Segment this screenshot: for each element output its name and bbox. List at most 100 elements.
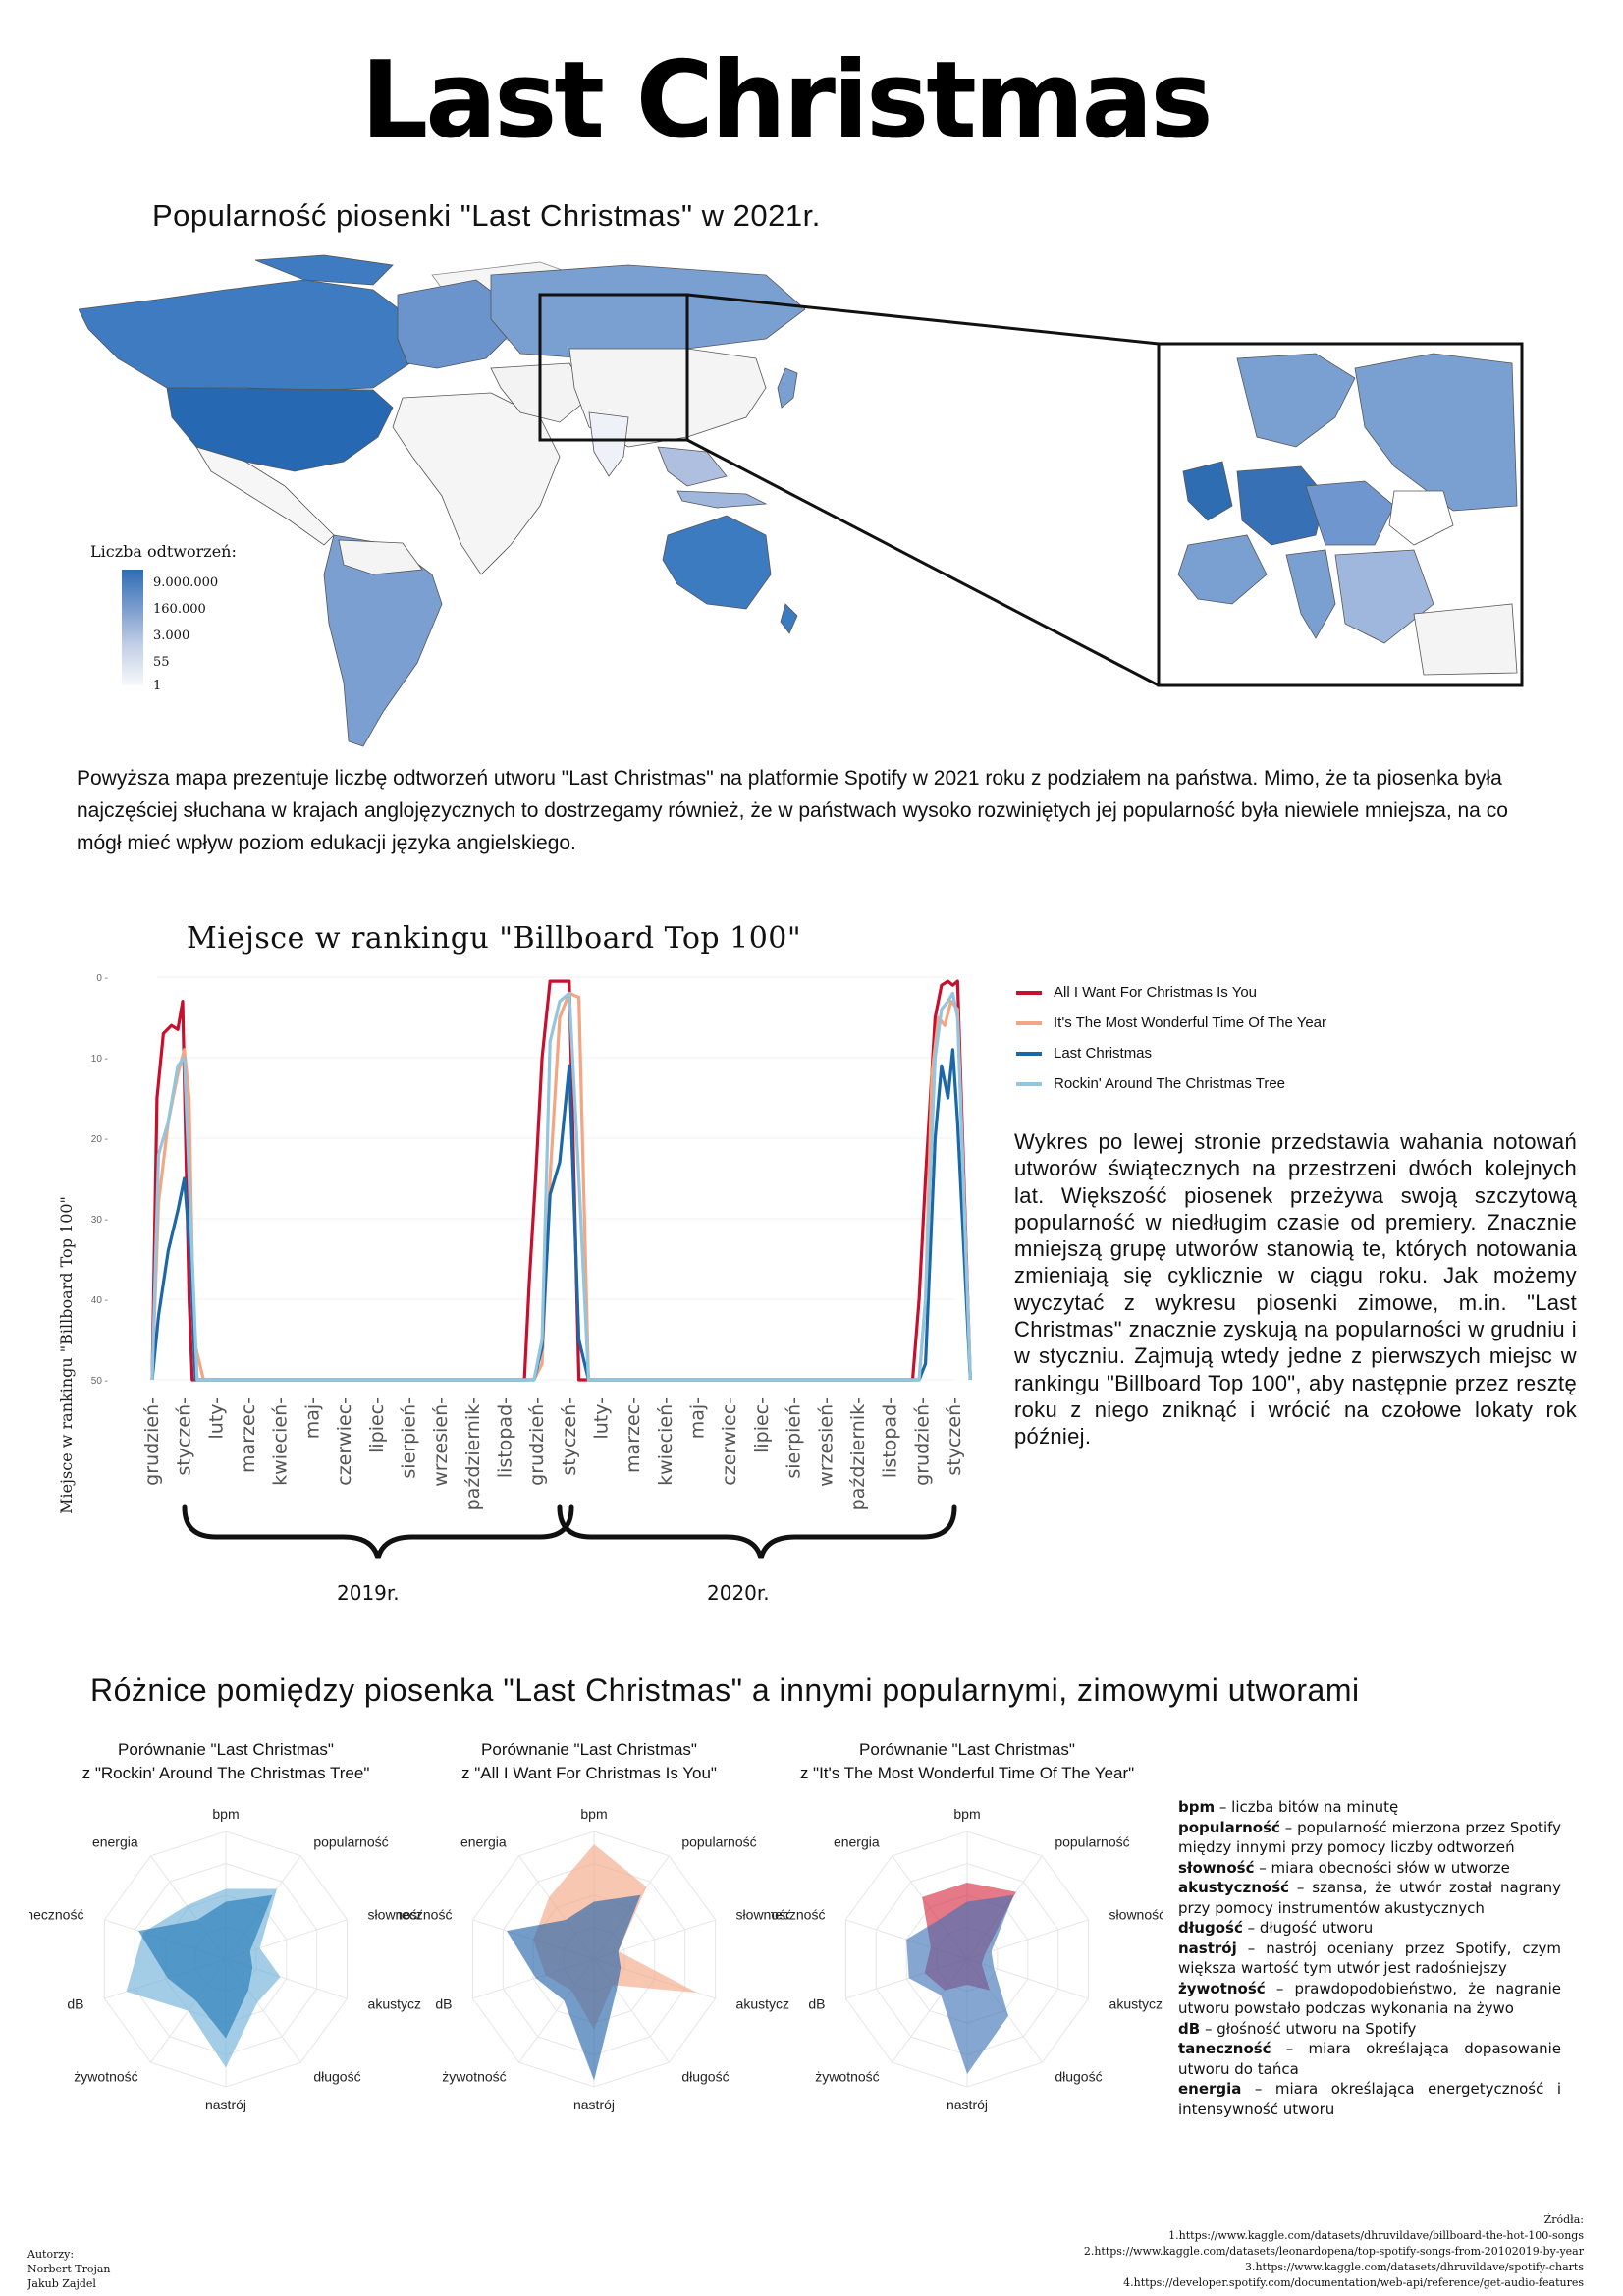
x-tick-label: sierpień- bbox=[784, 1397, 805, 1479]
glossary-term: bpm bbox=[1178, 1798, 1216, 1816]
map-russia bbox=[490, 264, 806, 359]
map-legend-gradient bbox=[122, 570, 143, 685]
radar-2-title-line1: Porównanie "Last Christmas" bbox=[481, 1740, 697, 1759]
glossary-term: taneczność bbox=[1178, 2040, 1271, 2057]
map-legend-label: 3.000 bbox=[153, 629, 190, 643]
x-tick-label: czerwiec- bbox=[719, 1397, 740, 1486]
radar-axis-label: energia bbox=[92, 1833, 138, 1849]
brace-2020 bbox=[557, 1504, 957, 1559]
x-tick-label: grudzień- bbox=[911, 1397, 933, 1486]
radar-glossary: bpm – liczba bitów na minutę popularność … bbox=[1178, 1797, 1561, 2119]
series-line bbox=[150, 991, 972, 1382]
radar-chart-2: bpm popularność słowność akustyczność długoś… bbox=[398, 1806, 790, 2112]
map-zoom-line-top bbox=[686, 293, 1160, 346]
billboard-series bbox=[150, 979, 972, 1382]
map-usa bbox=[166, 387, 394, 472]
radar-series-area bbox=[507, 1894, 641, 2081]
x-tick-label: lipiec- bbox=[366, 1397, 388, 1453]
glossary-term: żywotność bbox=[1178, 1979, 1266, 1997]
glossary-item: bpm – liczba bitów na minutę bbox=[1178, 1797, 1561, 1818]
map-se-asia bbox=[657, 446, 728, 487]
glossary-term: słowność bbox=[1178, 1858, 1255, 1877]
source-link[interactable]: 4.https://developer.spotify.com/document… bbox=[1123, 2276, 1584, 2289]
x-tick-label: grudzień- bbox=[526, 1397, 548, 1486]
radar-axis-label: długość bbox=[313, 2069, 360, 2085]
year-label-2020: 2020r. bbox=[707, 1581, 770, 1605]
map-zoom-line-bottom bbox=[686, 438, 1160, 687]
map-canada-islands bbox=[254, 254, 394, 286]
source-link[interactable]: 2.https://www.kaggle.com/datasets/leonar… bbox=[1083, 2245, 1584, 2258]
glossary-term: dB bbox=[1178, 2019, 1201, 2038]
map-legend-label: 55 bbox=[153, 655, 170, 670]
glossary-desc: – liczba bitów na minutę bbox=[1215, 1798, 1399, 1816]
glossary-term: energia bbox=[1178, 2080, 1242, 2098]
source-link[interactable]: 1.https://www.kaggle.com/datasets/dhruvi… bbox=[1168, 2229, 1584, 2242]
glossary-desc: – głośność utworu na Spotify bbox=[1200, 2019, 1417, 2038]
map-legend-label: 1 bbox=[153, 679, 162, 693]
source-link[interactable]: 3.https://www.kaggle.com/datasets/dhruvi… bbox=[1244, 2261, 1584, 2273]
glossary-item: dB – głośność utworu na Spotify bbox=[1178, 2019, 1561, 2040]
glossary-item: długość – długość utworu bbox=[1178, 1918, 1561, 1939]
map-india bbox=[588, 411, 629, 477]
author-name: Norbert Trojan bbox=[27, 2263, 111, 2275]
legend-label: All I Want For Christmas Is You bbox=[1054, 984, 1258, 1001]
radar-axis-label: energia bbox=[460, 1833, 507, 1849]
x-tick-label: styczeń- bbox=[944, 1397, 965, 1476]
radar-axis-label: żywotność bbox=[74, 2069, 137, 2085]
series-line bbox=[150, 991, 972, 1382]
map-africa bbox=[392, 392, 561, 575]
legend-item: It's The Most Wonderful Time Of The Year bbox=[1016, 1008, 1326, 1038]
radar-3-title-line2: z "It's The Most Wonderful Time Of The Y… bbox=[799, 1764, 1135, 1782]
series-line bbox=[150, 1048, 972, 1382]
legend-swatch bbox=[1016, 1020, 1042, 1025]
radar-axis-label: popularność bbox=[1055, 1833, 1129, 1849]
map-europe bbox=[397, 279, 516, 369]
radar-2-title-line2: z "All I Want For Christmas Is You" bbox=[461, 1764, 717, 1782]
y-tick-label: 10 - bbox=[91, 1054, 108, 1065]
x-tick-label: listopad- bbox=[494, 1397, 515, 1478]
map-indonesia bbox=[676, 490, 768, 509]
radar-axis-label: akustyczność bbox=[368, 1996, 422, 2012]
radar-series-area bbox=[138, 1894, 273, 2039]
radar-axis-label: nastrój bbox=[205, 2097, 246, 2112]
x-tick-label: luty- bbox=[591, 1397, 613, 1440]
radar-axis-label: żywotność bbox=[442, 2069, 506, 2085]
x-tick-label: styczeń- bbox=[174, 1397, 195, 1476]
glossary-term: akustyczność bbox=[1178, 1879, 1290, 1896]
radar-axis-label: popularność bbox=[313, 1833, 388, 1849]
radar-axis-label: nastrój bbox=[573, 2097, 615, 2112]
radar-axis-label: bpm bbox=[580, 1806, 607, 1822]
poster-title: Last Christmas bbox=[360, 39, 1213, 162]
sources: Źródła: 1.https://www.kaggle.com/dataset… bbox=[700, 2213, 1584, 2291]
radar-axis-label: dB bbox=[435, 1996, 452, 2012]
glossary-item: słowność – miara obecności słów w utworz… bbox=[1178, 1858, 1561, 1879]
billboard-legend: All I Want For Christmas Is You It's The… bbox=[1016, 977, 1326, 1099]
glossary-desc: – miara obecności słów w utworze bbox=[1254, 1858, 1510, 1877]
glossary-desc: – prawdopodobieństwo, że nagranie utworu… bbox=[1178, 1979, 1561, 2018]
legend-label: It's The Most Wonderful Time Of The Year bbox=[1054, 1014, 1326, 1031]
author-name: Jakub Zajdel bbox=[27, 2277, 96, 2290]
y-tick-label: 20 - bbox=[91, 1134, 108, 1145]
x-tick-label: marzec- bbox=[622, 1397, 644, 1473]
radar-axis-label: popularność bbox=[681, 1833, 756, 1849]
glossary-item: popularność – popularność mierzona przez… bbox=[1178, 1818, 1561, 1858]
map-description: Powyższa mapa prezentuje liczbę odtworze… bbox=[77, 767, 1508, 854]
x-tick-label: styczeń- bbox=[559, 1397, 580, 1476]
x-tick-label: czerwiec- bbox=[334, 1397, 355, 1486]
glossary-term: nastrój bbox=[1178, 1939, 1237, 1957]
y-tick-label: 50 - bbox=[91, 1376, 108, 1387]
authors: Autorzy: Norbert Trojan Jakub Zajdel bbox=[27, 2247, 111, 2291]
radar-1-title-line2: z "Rockin' Around The Christmas Tree" bbox=[81, 1764, 370, 1782]
legend-swatch bbox=[1016, 1081, 1042, 1086]
x-tick-label: wrzesień- bbox=[430, 1397, 452, 1487]
map-japan bbox=[777, 367, 798, 409]
x-tick-label: grudzień- bbox=[141, 1397, 163, 1486]
glossary-desc: – długość utworu bbox=[1242, 1919, 1374, 1937]
glossary-item: żywotność – prawdopodobieństwo, że nagra… bbox=[1178, 1979, 1561, 2019]
glossary-item: akustyczność – szansa, że utwór został n… bbox=[1178, 1878, 1561, 1918]
billboard-chart: 0 - 10 - 20 - 30 - 40 - 50 - grudzień-styczeń… bbox=[57, 957, 987, 1559]
year-label-2019: 2019r. bbox=[337, 1581, 400, 1605]
map-inset-europe bbox=[1177, 353, 1518, 676]
series-line bbox=[150, 979, 972, 1382]
glossary-desc: – popularność mierzona przez Spotify mię… bbox=[1178, 1818, 1561, 1857]
